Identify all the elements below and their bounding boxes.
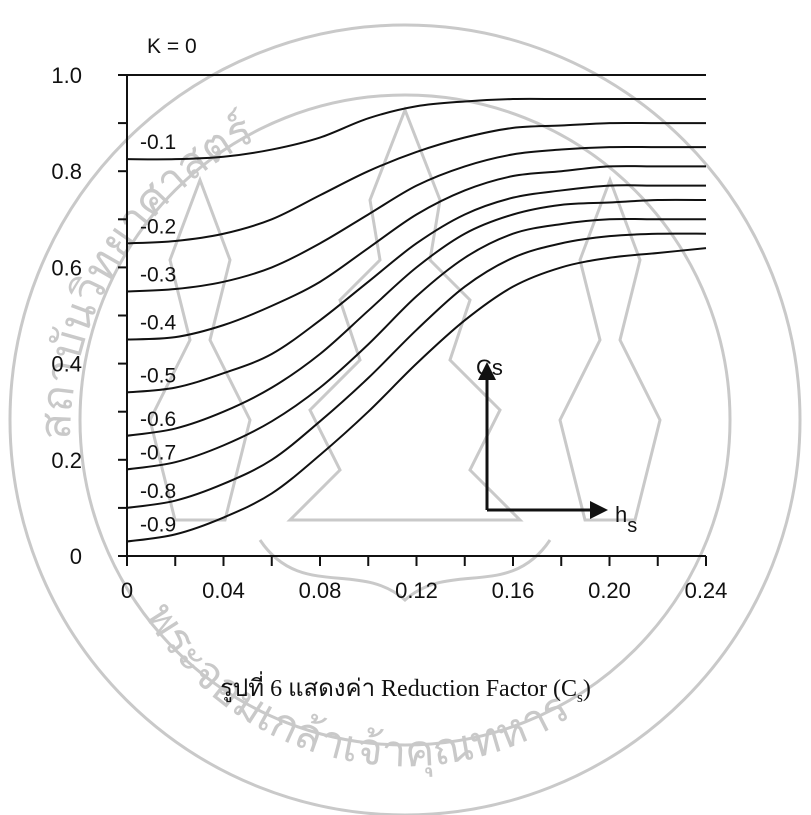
y-tick-label: 0.6 — [51, 255, 82, 280]
curve-label: -0.1 — [140, 131, 176, 154]
inset-horizontal-arrow-head — [590, 501, 608, 519]
y-tick-label: 0 — [70, 544, 82, 569]
curve-line — [126, 121, 706, 245]
chart-ticks: 0 0.04 0.08 0.12 0.16 0.20 0.24 0 0.2 0.4 0.6 0.8 1.… — [51, 63, 727, 603]
curve-label: -0.7 — [140, 441, 176, 464]
x-tick-label: 0.20 — [588, 578, 631, 603]
curve-line — [126, 198, 707, 437]
caption-text: รูปที่ 6 แสดงค่า Reduction Factor (C — [220, 676, 577, 702]
caption-subscript: s — [577, 689, 583, 706]
curve-line — [126, 217, 706, 471]
x-tick-label: 0.24 — [685, 578, 728, 603]
x-tick-label: 0 — [121, 578, 133, 603]
x-tick-label: 0.12 — [395, 578, 438, 603]
curve-label: -0.4 — [140, 312, 177, 335]
inset-cs-label: Cs — [476, 355, 503, 380]
curve-label: -0.3 — [140, 263, 176, 286]
curve-line — [126, 145, 706, 293]
x-tick-label: 0.16 — [492, 578, 535, 603]
curve-line — [126, 247, 707, 543]
curve-label: -0.5 — [140, 364, 176, 387]
x-tick-label: 0.04 — [202, 578, 245, 603]
curve-label: -0.9 — [140, 514, 176, 537]
chart-curves — [126, 74, 707, 543]
axis-orientation-inset: Cs hs — [476, 355, 637, 537]
figure-caption: รูปที่ 6 แสดงค่า Reduction Factor (Cs) — [0, 668, 811, 707]
curve-label: -0.2 — [140, 215, 176, 238]
y-tick-label: 0.2 — [51, 448, 82, 473]
chart-curve-labels: K = 0 -0.1 -0.2 -0.3 -0.4 -0.5 -0.6 -0.7 -0.8 -0.… — [140, 35, 197, 537]
y-tick-label: 0.4 — [51, 352, 82, 377]
caption-suffix: ) — [582, 676, 591, 702]
x-tick-label: 0.08 — [299, 578, 342, 603]
inset-hs-label: hs — [615, 502, 637, 537]
y-tick-label: 0.8 — [51, 159, 82, 184]
curve-line — [126, 232, 707, 509]
inset-vertical-arrow-head — [478, 362, 496, 380]
curve-label: -0.6 — [140, 408, 176, 431]
y-tick-label: 1.0 — [51, 63, 82, 88]
curve-label: K = 0 — [147, 35, 197, 58]
curve-line — [126, 97, 706, 161]
curve-line — [126, 184, 706, 394]
curve-label: -0.8 — [140, 480, 176, 503]
curve-line — [126, 165, 706, 341]
